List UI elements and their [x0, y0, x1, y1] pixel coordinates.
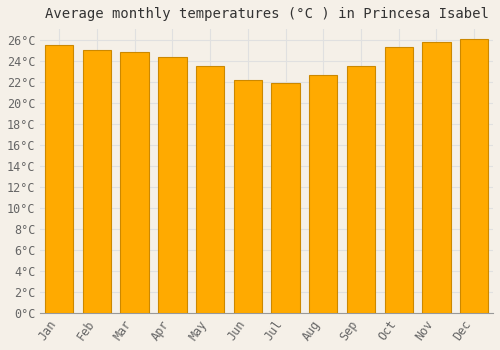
Bar — [234, 79, 262, 313]
Bar — [83, 50, 111, 313]
Bar — [158, 57, 186, 313]
Bar — [460, 38, 488, 313]
Bar — [196, 66, 224, 313]
Bar — [45, 45, 74, 313]
Bar — [309, 75, 338, 313]
Bar — [422, 42, 450, 313]
Bar — [120, 52, 149, 313]
Bar — [272, 83, 299, 313]
Title: Average monthly temperatures (°C ) in Princesa Isabel: Average monthly temperatures (°C ) in Pr… — [44, 7, 488, 21]
Bar — [384, 47, 413, 313]
Bar — [347, 66, 375, 313]
